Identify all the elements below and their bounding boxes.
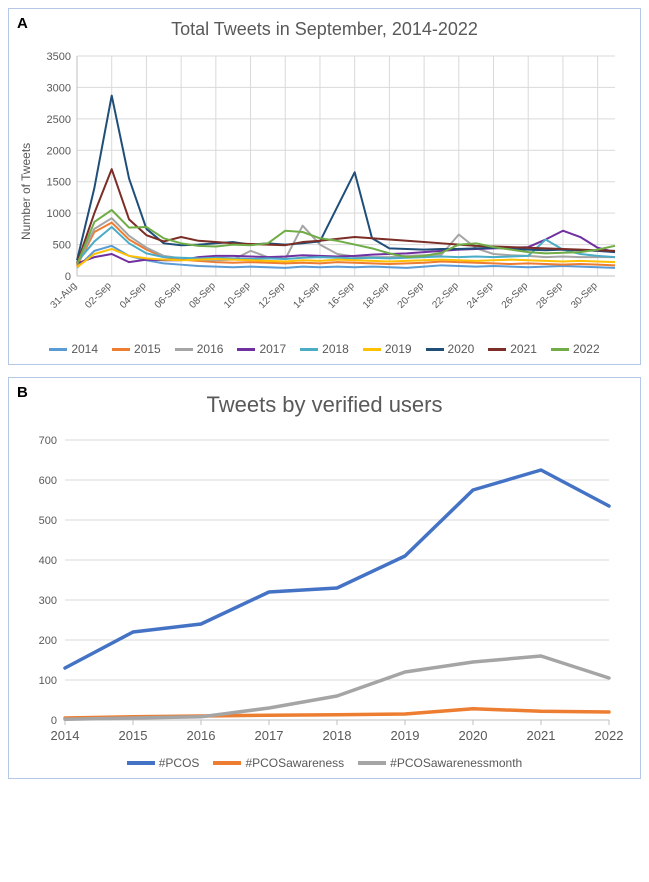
legend-swatch [300, 348, 318, 351]
legend-swatch [127, 761, 155, 765]
svg-text:2500: 2500 [47, 114, 71, 126]
legend-label: #PCOSawareness [245, 756, 344, 770]
svg-text:2015: 2015 [119, 728, 148, 743]
svg-text:16-Sep: 16-Sep [326, 280, 357, 311]
legend-label: #PCOSawarenessmonth [390, 756, 522, 770]
svg-text:31-Aug: 31-Aug [49, 280, 80, 311]
panel-b: B Tweets by verified users 0 100 200 300 400… [8, 377, 641, 779]
panel-b-label: B [17, 384, 28, 401]
legend-swatch [363, 348, 381, 351]
svg-text:2017: 2017 [255, 728, 284, 743]
svg-text:2019: 2019 [391, 728, 420, 743]
svg-text:2020: 2020 [459, 728, 488, 743]
legend-item: 2016 [175, 342, 224, 356]
svg-text:14-Sep: 14-Sep [292, 280, 323, 311]
legend-swatch [358, 761, 386, 765]
panel-a-legend: 2014 2015 2016 2017 2018 2019 2020 2021 2022 [17, 342, 632, 356]
legend-item: 2021 [488, 342, 537, 356]
svg-text:400: 400 [39, 555, 57, 567]
legend-label: 2016 [197, 342, 224, 356]
svg-text:18-Sep: 18-Sep [361, 280, 392, 311]
svg-text:2014: 2014 [51, 728, 80, 743]
svg-text:700: 700 [39, 435, 57, 447]
svg-text:20-Sep: 20-Sep [396, 280, 427, 311]
legend-label: 2020 [448, 342, 475, 356]
legend-label: 2019 [385, 342, 412, 356]
svg-text:02-Sep: 02-Sep [83, 280, 114, 311]
legend-swatch [551, 348, 569, 351]
panel-a: A Total Tweets in September, 2014-2022 N… [8, 8, 641, 365]
svg-text:30-Sep: 30-Sep [569, 280, 600, 311]
legend-label: 2017 [259, 342, 286, 356]
svg-text:2016: 2016 [187, 728, 216, 743]
svg-text:2000: 2000 [47, 145, 71, 157]
panel-a-ylabel: Number of Tweets [17, 46, 35, 336]
svg-text:12-Sep: 12-Sep [257, 280, 288, 311]
svg-text:24-Sep: 24-Sep [465, 280, 496, 311]
svg-text:10-Sep: 10-Sep [222, 280, 253, 311]
svg-text:500: 500 [39, 515, 57, 527]
svg-text:2018: 2018 [323, 728, 352, 743]
svg-text:26-Sep: 26-Sep [500, 280, 531, 311]
panel-b-svg: 0 100 200 300 400 500 600 700 2014 2015 2016 2017 20… [17, 430, 627, 750]
legend-swatch [213, 761, 241, 765]
legend-swatch [175, 348, 193, 351]
svg-text:200: 200 [39, 635, 57, 647]
legend-label: 2015 [134, 342, 161, 356]
legend-label: 2018 [322, 342, 349, 356]
svg-text:3000: 3000 [47, 82, 71, 94]
panel-a-label: A [17, 15, 28, 32]
panel-a-svg: 050010001500200025003000350031-Aug02-Sep… [35, 46, 625, 336]
svg-text:04-Sep: 04-Sep [118, 280, 149, 311]
legend-item: 2014 [49, 342, 98, 356]
legend-swatch [112, 348, 130, 351]
legend-item: 2022 [551, 342, 600, 356]
svg-text:22-Sep: 22-Sep [430, 280, 461, 311]
legend-item: 2017 [237, 342, 286, 356]
legend-swatch [237, 348, 255, 351]
legend-swatch [49, 348, 67, 351]
legend-item: #PCOS [127, 756, 200, 770]
panel-a-plot-wrap: Number of Tweets 05001000150020002500300… [17, 46, 632, 336]
legend-item: 2018 [300, 342, 349, 356]
legend-item: 2015 [112, 342, 161, 356]
svg-text:1000: 1000 [47, 208, 71, 220]
legend-item: #PCOSawareness [213, 756, 344, 770]
legend-label: 2022 [573, 342, 600, 356]
legend-label: #PCOS [159, 756, 200, 770]
legend-label: 2014 [71, 342, 98, 356]
panel-b-legend: #PCOS #PCOSawareness #PCOSawarenessmonth [17, 756, 632, 770]
legend-item: #PCOSawarenessmonth [358, 756, 522, 770]
panel-a-title: Total Tweets in September, 2014-2022 [17, 19, 632, 40]
svg-text:500: 500 [53, 240, 71, 252]
svg-text:0: 0 [51, 715, 57, 727]
svg-text:100: 100 [39, 675, 57, 687]
panel-b-title: Tweets by verified users [17, 392, 632, 418]
svg-text:28-Sep: 28-Sep [534, 280, 565, 311]
svg-text:1500: 1500 [47, 177, 71, 189]
svg-text:06-Sep: 06-Sep [153, 280, 184, 311]
svg-text:2022: 2022 [595, 728, 624, 743]
legend-item: 2019 [363, 342, 412, 356]
svg-text:300: 300 [39, 595, 57, 607]
legend-label: 2021 [510, 342, 537, 356]
legend-swatch [426, 348, 444, 351]
svg-text:600: 600 [39, 475, 57, 487]
legend-item: 2020 [426, 342, 475, 356]
svg-text:3500: 3500 [47, 51, 71, 63]
svg-text:2021: 2021 [527, 728, 556, 743]
svg-text:08-Sep: 08-Sep [187, 280, 218, 311]
legend-swatch [488, 348, 506, 351]
